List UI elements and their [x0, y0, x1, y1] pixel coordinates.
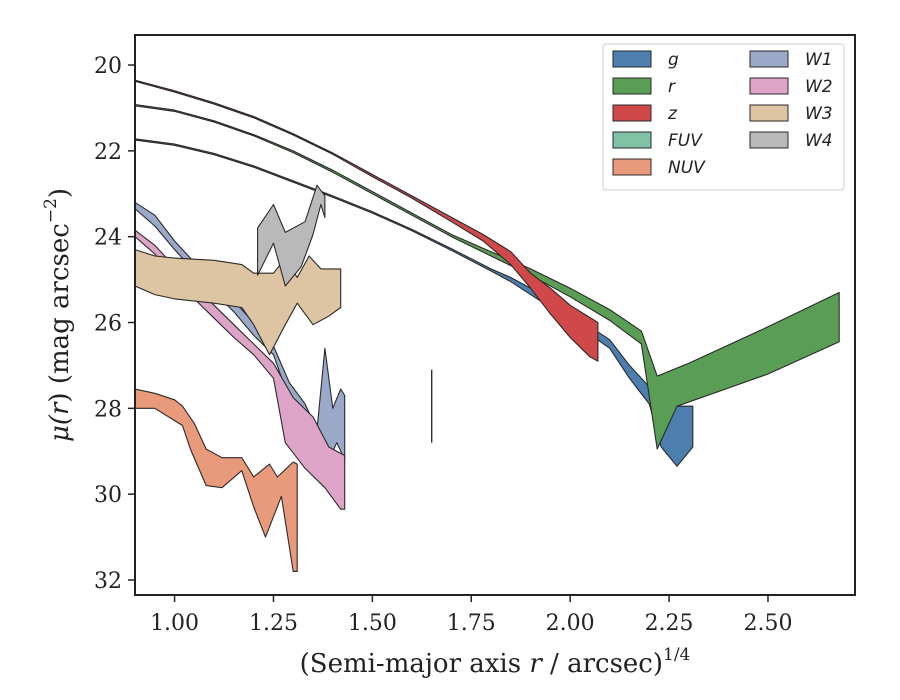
band-w4 — [257, 184, 326, 287]
legend-label-w3: W3 — [805, 104, 833, 124]
band-nuv — [135, 388, 298, 572]
legend-label-w4: W4 — [805, 131, 833, 151]
legend-label-g: g — [668, 50, 679, 70]
legend: grz FUV NUV W1 W2 W3 W4 — [602, 43, 845, 191]
legend-label-w1: W1 — [805, 50, 833, 70]
y-tick-label: 28 — [94, 397, 122, 422]
legend-label-w2: W2 — [805, 77, 833, 97]
legend-label-r: r — [668, 77, 676, 97]
x-tick-label: 2.50 — [743, 611, 792, 636]
x-tick-label: 2.25 — [645, 611, 694, 636]
band-g — [135, 138, 694, 467]
x-tick-label: 1.25 — [249, 611, 298, 636]
legend-swatch-w2 — [749, 77, 789, 95]
y-tick-label: 24 — [94, 226, 122, 251]
x-tick-label: 2.00 — [546, 611, 595, 636]
legend-swatch-w4 — [749, 131, 789, 149]
y-tick-label: 26 — [94, 312, 122, 337]
profile-bands — [135, 79, 840, 572]
band-z — [135, 79, 599, 362]
y-axis-title: μ(r) (mag arcsec−2) — [41, 188, 75, 442]
x-tick-label: 1.50 — [348, 611, 397, 636]
y-axis-ticks: 20 22 24 26 28 30 32 — [94, 54, 135, 594]
legend-label-fuv: FUV — [668, 131, 703, 151]
x-tick-label: 1.00 — [150, 611, 199, 636]
legend-items: grz FUV NUV W1 W2 W3 W4 — [612, 50, 833, 178]
y-tick-label: 22 — [94, 140, 122, 165]
x-axis-title: (Semi-major axis r / arcsec)1/4 — [300, 645, 691, 679]
legend-swatch-w3 — [749, 104, 789, 122]
legend-label-nuv: NUV — [668, 158, 706, 178]
legend-swatch-nuv — [612, 158, 652, 176]
legend-swatch-z — [612, 104, 652, 122]
legend-label-z: z — [667, 104, 678, 124]
band-w2 — [135, 229, 346, 510]
y-tick-label: 32 — [94, 569, 122, 594]
x-axis-ticks: 1.00 1.25 1.50 1.75 2.00 2.25 2.50 — [150, 595, 792, 636]
plot-frame — [134, 34, 856, 596]
legend-swatch-w1 — [749, 50, 789, 68]
legend-swatch-fuv — [612, 131, 652, 149]
legend-swatch-r — [612, 77, 652, 95]
y-tick-label: 30 — [94, 483, 122, 508]
legend-swatch-g — [612, 50, 652, 68]
band-r — [135, 103, 840, 450]
y-tick-label: 20 — [94, 54, 122, 79]
x-tick-label: 1.75 — [447, 611, 496, 636]
